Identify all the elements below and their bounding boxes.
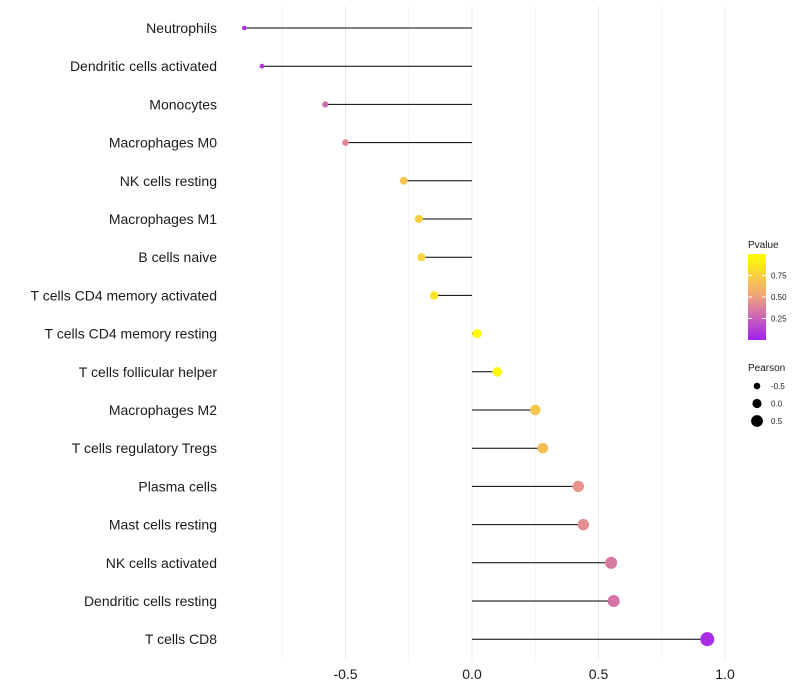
grid-lines — [281, 6, 726, 660]
colorbar-tick-label: 0.50 — [771, 293, 787, 302]
data-point — [530, 404, 541, 416]
pvalue-legend-title: Pvalue — [748, 240, 779, 251]
category-labels: Neutrophils Dendritic cells activated Mono… — [31, 20, 218, 647]
data-point — [605, 556, 618, 569]
colorbar-tick-label: 0.25 — [771, 315, 787, 324]
data-point — [429, 291, 439, 300]
category-label: T cells CD4 memory activated — [31, 287, 217, 303]
category-label: Macrophages M1 — [109, 211, 217, 227]
category-label: Monocytes — [149, 96, 217, 112]
x-axis-ticks: -0.5 0.0 0.5 1.0 — [333, 666, 735, 682]
data-point — [414, 214, 423, 224]
data-point — [242, 25, 247, 31]
size-legend-dot — [753, 382, 761, 390]
pearson-legend-title: Pearson — [748, 363, 785, 374]
lollipop-stems — [244, 27, 708, 640]
data-point — [537, 442, 549, 454]
category-label: NK cells resting — [120, 173, 217, 189]
category-label: Macrophages M2 — [109, 402, 217, 418]
category-label: B cells naive — [138, 249, 217, 265]
lollipop-points — [242, 25, 715, 647]
size-legend-label: -0.5 — [771, 382, 785, 391]
size-legend-dot — [752, 398, 762, 409]
data-point — [322, 101, 329, 108]
data-point — [399, 176, 408, 185]
category-label: T cells CD8 — [145, 631, 217, 647]
category-label: T cells CD4 memory resting — [45, 326, 217, 342]
data-point — [577, 518, 590, 531]
colorbar-tick-label: 0.75 — [771, 272, 787, 281]
category-label: Neutrophils — [146, 20, 217, 36]
size-legend-dot — [751, 415, 763, 427]
data-point — [342, 139, 349, 146]
data-point — [492, 366, 503, 377]
data-point — [259, 63, 265, 69]
category-label: NK cells activated — [106, 555, 217, 571]
category-label: Dendritic cells activated — [70, 58, 217, 74]
data-point — [417, 253, 426, 262]
category-label: Macrophages M0 — [109, 135, 217, 151]
x-tick-label: 0.0 — [462, 666, 482, 682]
x-tick-label: 0.5 — [589, 666, 609, 682]
category-label: Plasma cells — [138, 478, 217, 494]
category-label: T cells regulatory Tregs — [72, 440, 217, 456]
data-point — [700, 632, 715, 647]
category-label: Dendritic cells resting — [84, 593, 217, 609]
category-label: T cells follicular helper — [79, 364, 218, 380]
category-label: Mast cells resting — [109, 517, 217, 533]
pvalue-colorbar — [748, 254, 766, 340]
size-legend-label: 0.5 — [771, 417, 783, 426]
pearson-legend: Pearson -0.5 0.0 0.5 — [748, 363, 785, 427]
x-tick-label: 1.0 — [715, 666, 735, 682]
data-point — [472, 328, 482, 339]
size-legend-label: 0.0 — [771, 400, 783, 409]
pvalue-legend: Pvalue 0.75 0.50 0.25 — [748, 240, 787, 340]
data-point — [607, 594, 620, 608]
data-point — [572, 480, 584, 493]
x-tick-label: -0.5 — [333, 666, 357, 682]
